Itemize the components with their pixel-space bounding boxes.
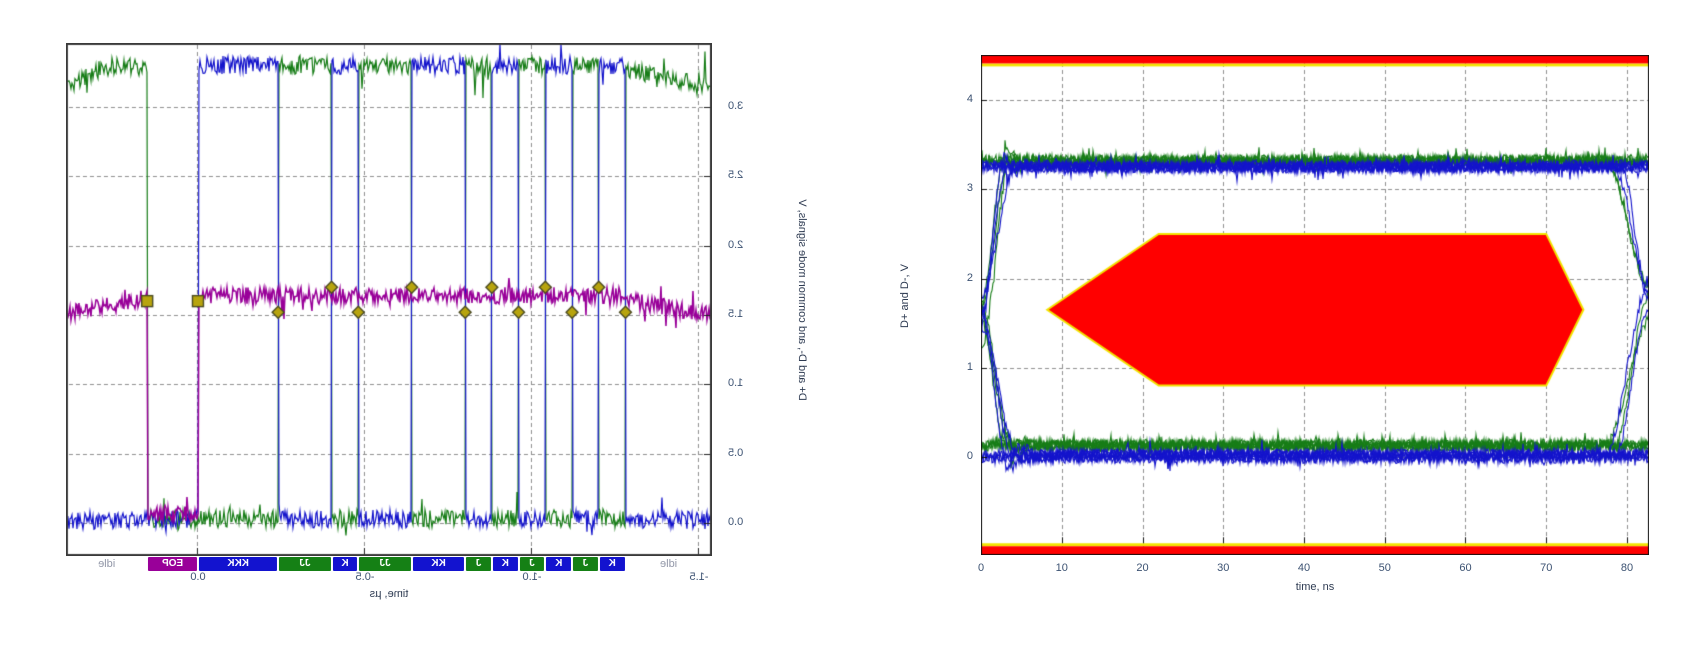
x-tick-label: -1.0: [522, 571, 542, 583]
signal-state-badge: idle: [98, 558, 116, 570]
x-axis-title-left-chart: time, µs: [369, 588, 409, 600]
y-tick-label: 2.0: [728, 238, 744, 251]
y-tick-label: 4: [966, 93, 973, 105]
signal-state-badge: J: [466, 557, 491, 571]
signal-state-badge: K: [332, 557, 358, 571]
y-axis-title-right-chart: D+ and D-, V: [899, 264, 911, 328]
x-tick-label: 40: [1297, 562, 1311, 574]
eye-diagram-canvas: [981, 55, 1649, 555]
y-tick-label: 3.0: [728, 99, 744, 112]
x-tick-label: -0.5: [355, 571, 375, 583]
eye-diagram-plot-area: [981, 55, 1649, 555]
signal-state-badge: K: [492, 557, 518, 571]
y-tick-label: 0.0: [728, 516, 744, 528]
x-tick-label: 60: [1459, 562, 1472, 574]
usb-packet-waveform-panel: idle K J K J K J KK JJ K JJ KKK EOP idle 0.0 -0.5 -1.0-…: [0, 0, 820, 648]
x-tick-label: 70: [1540, 562, 1553, 574]
y-tick-label: 2: [966, 271, 973, 284]
signal-state-badge: KKK: [199, 557, 278, 571]
x-tick-label: 10: [1055, 562, 1068, 574]
x-tick-label: 50: [1378, 562, 1391, 574]
x-tick-label: -1.5: [689, 571, 709, 583]
y-tick-label: 0.5: [728, 446, 744, 459]
signal-state-badge: JJ: [279, 557, 331, 571]
x-tick-label: 0: [977, 562, 985, 574]
signal-state-badge: JJ: [359, 557, 411, 571]
signal-state-badge: K: [546, 557, 572, 571]
y-tick-label: 2.5: [728, 169, 744, 182]
signal-state-badge: J: [519, 557, 545, 571]
y-tick-label: 1.0: [728, 377, 744, 390]
usb-packet-waveform-canvas: [66, 43, 712, 556]
y-tick-label: 0: [966, 450, 973, 462]
signal-state-badge: EOP: [148, 557, 197, 571]
x-tick-label: 0.0: [190, 571, 206, 583]
x-tick-label: 20: [1136, 562, 1149, 574]
y-tick-label: 1.5: [728, 307, 744, 320]
y-tick-label: 1: [966, 360, 973, 373]
x-axis-title-right-chart: time, ns: [1295, 581, 1335, 593]
x-tick-label: 80: [1620, 562, 1634, 574]
usb-packet-plot-area: [66, 43, 712, 556]
y-axis-title-left-chart: D+ and D-, and common mode signals, V: [796, 199, 808, 401]
signal-state-badge: idle: [660, 558, 678, 570]
signal-state-badge: K: [599, 557, 625, 571]
signal-state-badge: J: [573, 557, 598, 571]
x-tick-label: 30: [1217, 562, 1230, 574]
signal-state-badge: KK: [412, 557, 465, 571]
y-tick-label: 3: [966, 182, 973, 195]
